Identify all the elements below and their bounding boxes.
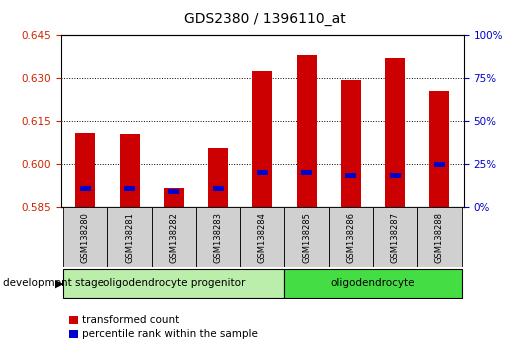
Bar [75,133,95,207]
Bar [297,56,316,207]
Bar [346,173,356,178]
FancyBboxPatch shape [152,207,196,267]
Bar [80,186,91,191]
Text: GSM138280: GSM138280 [81,212,90,263]
Text: GSM138284: GSM138284 [258,212,267,263]
FancyBboxPatch shape [329,207,373,267]
Text: oligodendrocyte: oligodendrocyte [331,278,416,288]
FancyBboxPatch shape [373,207,417,267]
FancyBboxPatch shape [417,207,462,267]
Bar [213,186,224,191]
Bar [301,170,312,175]
FancyBboxPatch shape [108,207,152,267]
Bar [120,134,139,207]
Bar [341,80,361,207]
FancyBboxPatch shape [285,207,329,267]
Bar [69,316,78,324]
Bar [169,189,179,194]
Text: GSM138288: GSM138288 [435,212,444,263]
Bar [390,173,401,178]
Bar [164,188,184,207]
Bar [208,148,228,207]
Text: transformed count: transformed count [82,315,179,325]
Text: ▶: ▶ [55,278,63,288]
Bar [252,71,272,207]
Text: development stage: development stage [3,278,104,288]
FancyBboxPatch shape [196,207,240,267]
Bar [124,186,135,191]
Text: GDS2380 / 1396110_at: GDS2380 / 1396110_at [184,12,346,27]
Bar [429,91,449,207]
Text: oligodendrocyte progenitor: oligodendrocyte progenitor [103,278,245,288]
FancyBboxPatch shape [240,207,285,267]
FancyBboxPatch shape [285,269,462,298]
Text: GSM138285: GSM138285 [302,212,311,263]
Bar [69,330,78,338]
Text: GSM138286: GSM138286 [347,212,356,263]
Bar [385,58,405,207]
FancyBboxPatch shape [63,207,108,267]
Text: GSM138287: GSM138287 [391,212,400,263]
Text: percentile rank within the sample: percentile rank within the sample [82,329,258,339]
FancyBboxPatch shape [63,269,285,298]
Bar [434,161,445,167]
Bar [257,170,268,175]
Text: GSM138282: GSM138282 [169,212,178,263]
Text: GSM138281: GSM138281 [125,212,134,263]
Text: GSM138283: GSM138283 [214,212,223,263]
